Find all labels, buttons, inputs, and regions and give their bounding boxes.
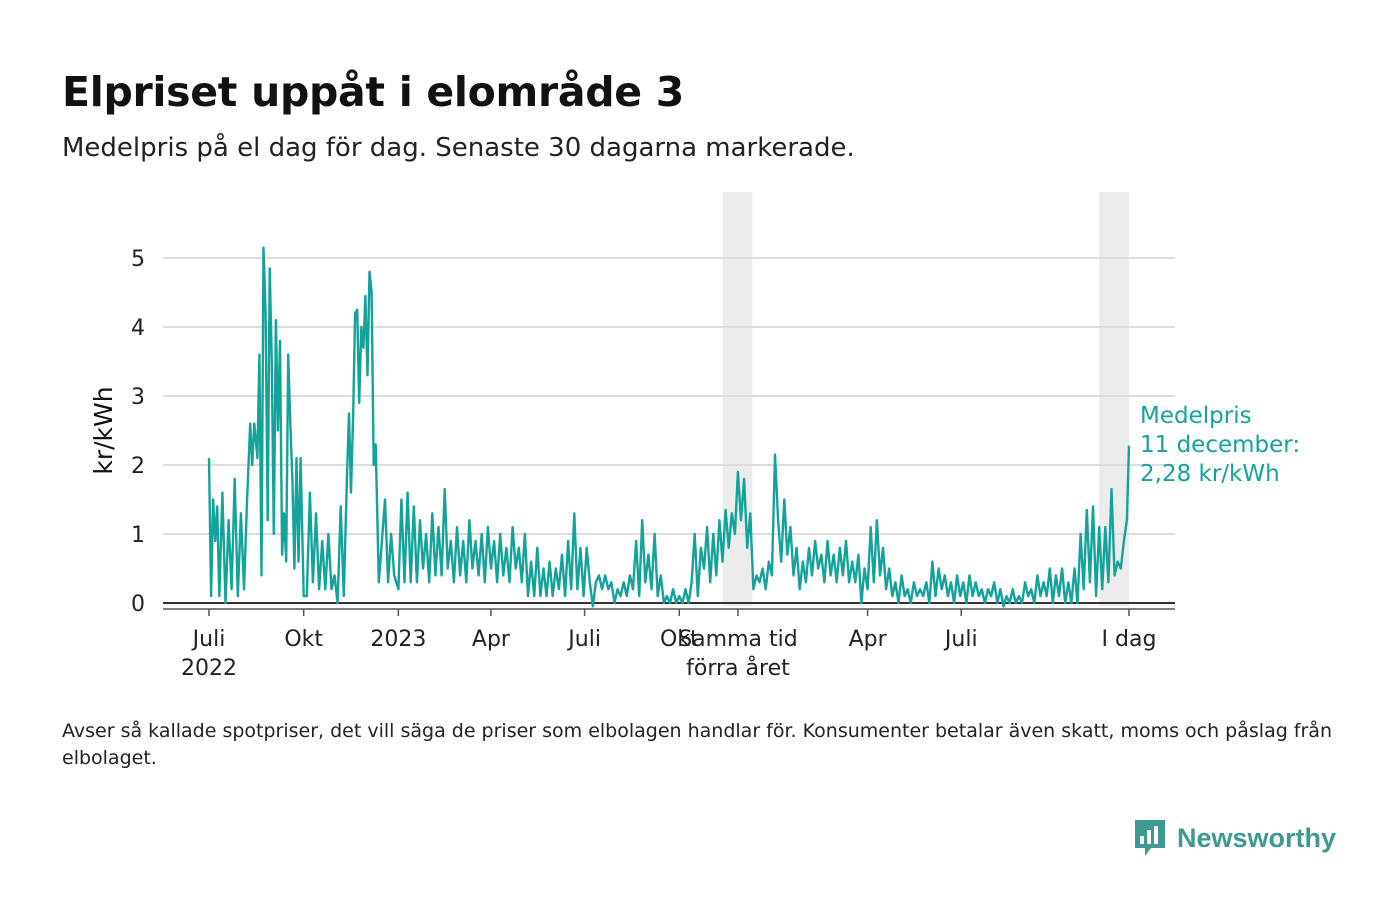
latest-value-annotation: Medelpris 11 december: 2,28 kr/kWh xyxy=(1140,403,1300,487)
x-tick-label: Samma tid xyxy=(678,627,798,652)
x-tick-label: 2023 xyxy=(370,627,426,652)
chart-subtitle: Medelpris på el dag för dag. Senaste 30 … xyxy=(62,133,855,163)
y-tick-label: 1 xyxy=(131,523,145,548)
x-tick-label: Apr xyxy=(849,627,888,652)
x-tick-label: Okt xyxy=(284,627,323,652)
footnote: Avser så kallade spotpriser, det vill sä… xyxy=(62,720,1332,769)
y-axis-label: kr/kWh xyxy=(89,386,118,474)
y-tick-label: 5 xyxy=(131,247,145,272)
highlight-bands xyxy=(722,192,1129,606)
annotation-line: 2,28 kr/kWh xyxy=(1140,461,1280,487)
annotation-line: Medelpris xyxy=(1140,403,1252,429)
x-tick-label: Okt xyxy=(660,627,699,652)
x-tick-label-line2: förra året xyxy=(686,655,790,681)
y-axis: 0 1 2 3 4 5 kr/kWh xyxy=(89,247,145,617)
price-series xyxy=(207,246,1131,608)
logo-text: Newsworthy xyxy=(1177,822,1337,853)
x-tick-label: Juli xyxy=(566,627,601,652)
x-tick-label-line2: 2022 xyxy=(181,656,237,681)
newsworthy-bar-chart-icon xyxy=(1135,820,1165,856)
x-tick-label: Apr xyxy=(472,627,511,652)
y-tick-label: 2 xyxy=(131,454,145,479)
newsworthy-logo: Newsworthy xyxy=(1133,818,1336,858)
chart-title: Elpriset uppåt i elområde 3 xyxy=(62,68,685,116)
x-tick-label: Juli xyxy=(191,627,226,652)
y-tick-label: 4 xyxy=(131,316,145,341)
series-line-0 xyxy=(207,246,1131,608)
x-tick-label: I dag xyxy=(1102,627,1157,652)
annotation-line: 11 december: xyxy=(1140,432,1300,458)
y-tick-label: 0 xyxy=(131,592,145,617)
x-tick-label: Juli xyxy=(943,627,978,652)
y-tick-label: 3 xyxy=(131,385,145,410)
